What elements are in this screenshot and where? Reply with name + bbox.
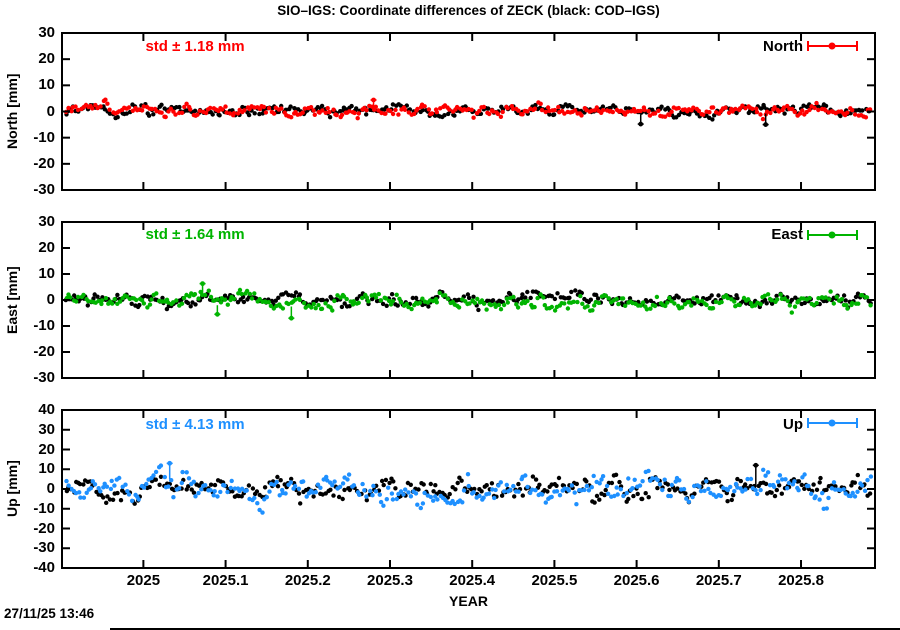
y-tick-label: -30 — [33, 181, 55, 198]
legend-symbol-north — [807, 41, 858, 51]
y-tick-label: 10 — [38, 76, 55, 94]
y-tick-label: 0 — [46, 102, 55, 120]
outlier-point — [370, 97, 377, 108]
y-tick-label: 20 — [38, 440, 55, 458]
outlier-point — [166, 460, 173, 480]
y-tick-label: -10 — [33, 128, 55, 146]
x-tick-label: 2025 — [126, 572, 161, 589]
y-tick-label: -40 — [33, 559, 55, 576]
x-tick-label: 2025.6 — [613, 572, 660, 589]
panel-north — [61, 32, 876, 191]
x-axis-title: YEAR — [449, 593, 488, 609]
legend-label-up: Up — [783, 416, 803, 433]
y-tick-label: 30 — [38, 24, 55, 41]
legend-label-north: North — [763, 38, 803, 55]
outlier-point — [752, 462, 759, 486]
x-tick-label: 2025.2 — [284, 572, 331, 589]
outlier-point — [214, 305, 221, 317]
y-tick-label: -30 — [33, 539, 55, 557]
chart-title: SIO–IGS: Coordinate differences of ZECK … — [277, 3, 660, 18]
legend-label-east: East — [771, 226, 803, 243]
y-tick-label: -20 — [33, 519, 55, 537]
series-sio-igs — [64, 463, 874, 515]
y-tick-label: -30 — [33, 369, 55, 386]
y-tick-label: 10 — [38, 460, 55, 478]
x-tick-label: 2025.8 — [778, 572, 824, 589]
timestamp: 27/11/25 13:46 — [4, 606, 95, 621]
y-tick-label: -10 — [33, 317, 55, 334]
y-tick-label: 20 — [38, 239, 55, 256]
y-tick-label: 30 — [38, 420, 55, 438]
legend-symbol-up — [807, 418, 858, 428]
y-tick-label: 10 — [38, 265, 55, 282]
series-sio-igs — [64, 287, 873, 315]
y-tick-label: -10 — [33, 499, 55, 517]
y-tick-label: 30 — [38, 213, 55, 230]
x-tick-label: 2025.1 — [202, 572, 249, 589]
outlier-point — [762, 113, 769, 127]
x-tick-label: 2025.5 — [531, 572, 578, 589]
y-tick-label: 0 — [46, 480, 55, 497]
x-tick-label: 2025.4 — [449, 572, 496, 589]
legend-symbol-east — [807, 230, 858, 240]
y-tick-label: 40 — [38, 401, 55, 418]
panel-east — [61, 221, 876, 379]
y-tick-label: -20 — [33, 154, 55, 172]
panel-up — [61, 409, 876, 569]
x-tick-label: 2025.7 — [695, 572, 742, 589]
y-tick-label: -20 — [33, 343, 55, 360]
outlier-point — [199, 281, 206, 295]
std-label-up: std ± 4.13 mm — [145, 416, 245, 433]
x-tick-label: 2025.3 — [367, 572, 413, 589]
std-label-north: std ± 1.18 mm — [145, 38, 245, 55]
window-edge-line — [110, 628, 900, 630]
y-tick-label: 0 — [46, 291, 55, 308]
series-cod-igs — [63, 288, 873, 313]
outlier-point — [288, 306, 295, 321]
series-sio-igs — [63, 97, 873, 122]
outlier-point — [637, 114, 644, 127]
std-label-east: std ± 1.64 mm — [145, 226, 245, 243]
y-tick-label: 20 — [38, 50, 55, 68]
